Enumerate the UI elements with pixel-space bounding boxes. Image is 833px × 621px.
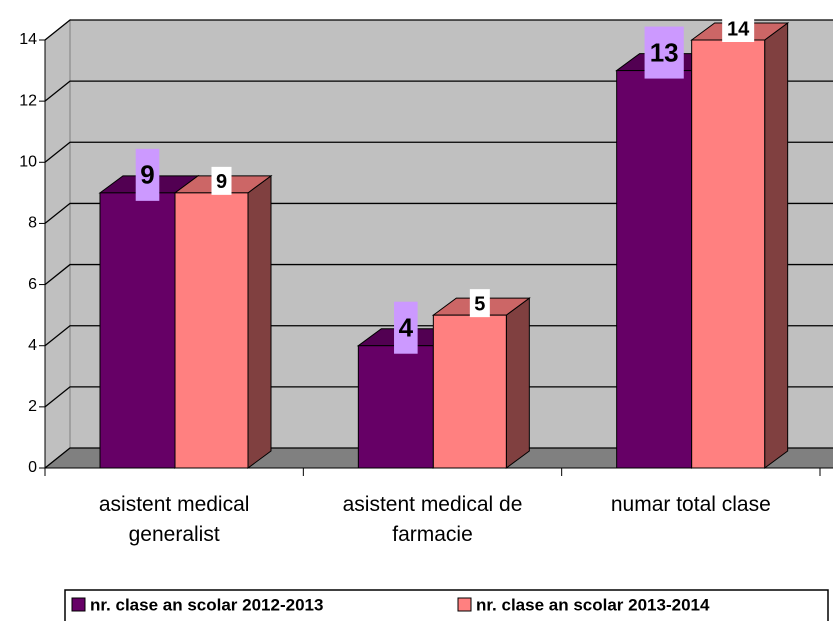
value-label-bg [469,289,490,318]
legend-swatch [457,597,472,612]
bar [357,345,434,469]
bar-side [247,174,272,469]
value-label: 14 [727,18,750,40]
bar [691,39,766,469]
grid-line [44,447,833,469]
grid-line [44,19,833,41]
grid-line [44,141,833,163]
y-tick-label: 12 [19,92,37,109]
x-tick-line: asistent medical [99,493,250,516]
bar-side [764,22,789,469]
y-tick-label: 10 [19,154,37,171]
legend-swatch [71,597,86,612]
legend-label: nr. clase an scolar 2012-2013 [90,595,323,614]
side-wall [44,18,71,470]
y-tick-label: 0 [28,459,37,476]
y-tick-label: 2 [28,398,37,415]
grid-line [44,202,833,224]
bar [99,192,176,469]
value-label: 9 [140,160,154,190]
bar [174,192,249,469]
bar [432,314,507,469]
value-label-bg [644,26,684,79]
value-label: 4 [399,313,414,343]
x-tick-line: asistent medical de [343,493,523,516]
grid-line [44,80,833,102]
legend-box [64,589,829,621]
grid-line [44,325,833,347]
grid-line [44,386,833,408]
grid-line [44,263,833,286]
value-label-bg [135,148,160,201]
bar-side [505,297,530,469]
x-tick-line: numar total clase [611,493,771,516]
value-label-bg [211,166,232,195]
legend-label: nr. clase an scolar 2013-2014 [476,595,710,614]
value-label: 9 [216,171,227,193]
x-tick-label: asistent medical generalist [99,493,250,546]
y-tick-label: 6 [28,276,37,293]
value-label: 5 [474,293,485,315]
x-tick-line: generalist [129,523,220,546]
bar [616,70,693,469]
value-label-bg [394,301,418,354]
value-label: 13 [650,37,679,67]
value-label-bg [722,14,755,42]
x-tick-line: farmacie [392,523,473,546]
y-tick-label: 14 [19,31,37,48]
x-tick-label: numar total clase [611,493,771,516]
y-tick-label: 4 [28,337,37,354]
x-tick-label: asistent medical de farmacie [343,493,523,546]
y-tick-label: 8 [28,215,37,232]
